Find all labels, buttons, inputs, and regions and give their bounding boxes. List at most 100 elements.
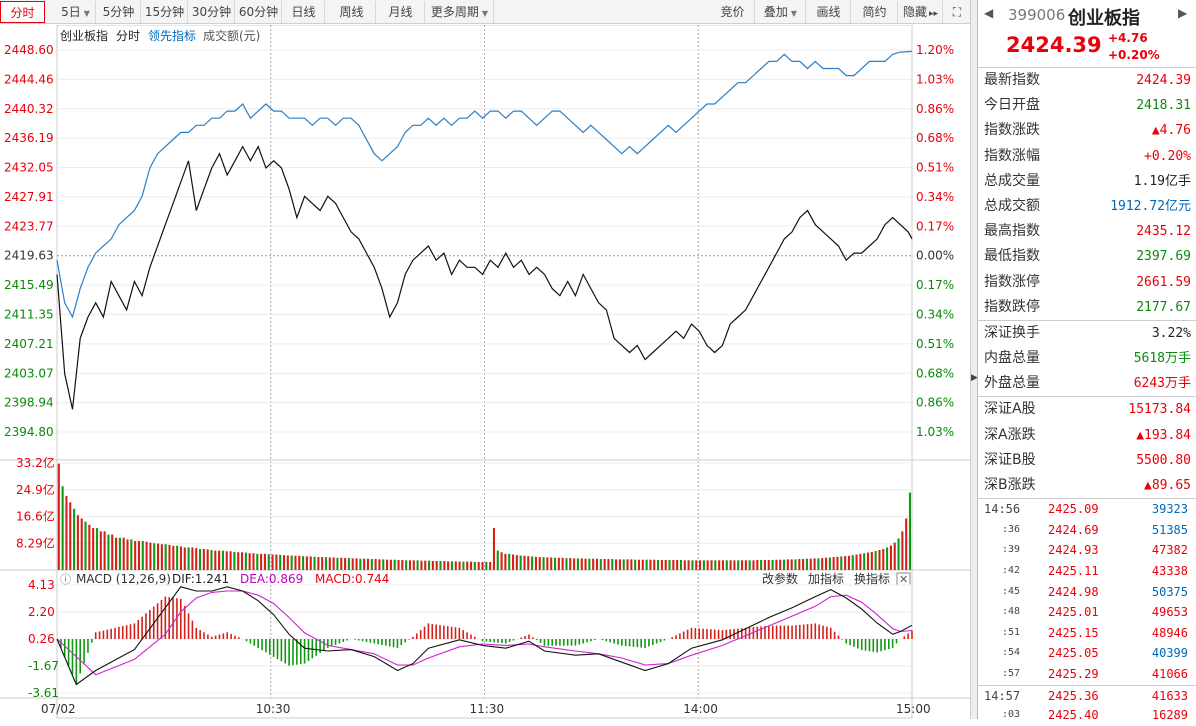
vol-bar <box>210 550 213 570</box>
vol-bar <box>794 559 797 570</box>
vol-bar <box>206 549 209 570</box>
tabs-tab-8[interactable]: 月线 <box>377 1 425 23</box>
vol-bar <box>141 540 144 570</box>
macd-action-0[interactable]: 改参数 <box>762 571 798 586</box>
tabs-tab-6[interactable]: 日线 <box>283 1 325 23</box>
vol-bar <box>821 558 824 570</box>
vol-bar <box>73 508 76 570</box>
time-tick-label: 11:30 <box>470 702 505 716</box>
vol-bar <box>897 538 900 570</box>
vol-bar <box>569 558 572 570</box>
vol-bar <box>260 553 263 570</box>
collapse-arrow-icon[interactable]: ▶ <box>971 373 978 383</box>
vol-bar <box>256 553 259 570</box>
prev-stock-icon[interactable]: ◀ <box>984 6 994 20</box>
right-tab-2[interactable]: 画线 <box>807 1 851 23</box>
time-tick-label: 14:00 <box>683 702 718 716</box>
legend-mode: 分时 <box>116 29 140 43</box>
vol-bar <box>401 560 404 570</box>
vol-bar <box>374 559 377 570</box>
vol-bar <box>557 557 560 570</box>
tabs-tab-7[interactable]: 周线 <box>328 1 376 23</box>
tabs-tab-3[interactable]: 15分钟 <box>142 1 188 23</box>
vol-bar <box>718 560 721 570</box>
vol-bar <box>691 560 694 570</box>
vol-bar <box>653 559 656 570</box>
dropdown-arrow-icon: ▼ <box>790 9 798 18</box>
tick-row: :45 2424.98 50375 <box>978 582 1196 603</box>
tabs-tab-2[interactable]: 5分钟 <box>97 1 141 23</box>
tick-price: 2425.40 <box>1048 708 1099 723</box>
vol-bar <box>233 551 236 570</box>
vol-bar <box>672 560 675 570</box>
expand-icon: ▸▸ <box>928 9 939 19</box>
tick-price: 2424.98 <box>1048 584 1099 599</box>
stat-label: 深证B股 <box>984 451 1036 468</box>
macd-tick-label: -1.67 <box>28 659 59 673</box>
macd-action-1[interactable]: 加指标 <box>808 571 844 586</box>
vol-bar <box>286 555 289 570</box>
index-stats: 最新指数 2424.39 今日开盘 2418.31 指数涨跌 ▲4.76 指数涨幅 +0.20… <box>978 68 1196 320</box>
macd-close-glyph: ✕ <box>899 573 908 586</box>
tick-row: :36 2424.69 51385 <box>978 520 1196 541</box>
vol-bar <box>786 559 789 570</box>
stat-row: 指数涨停 2661.59 <box>978 270 1196 295</box>
stat-label: 深证A股 <box>984 401 1036 418</box>
vol-bar <box>244 552 247 570</box>
panel-splitter[interactable] <box>970 0 977 719</box>
tabs-tab-4[interactable]: 30分钟 <box>189 1 235 23</box>
vol-bar <box>294 555 297 570</box>
tick-list[interactable]: 14:56 2425.09 39323:36 2424.69 51385:39 2424.… <box>978 498 1196 726</box>
vol-bar <box>282 555 286 570</box>
vol-bar <box>802 559 805 570</box>
tabs-tab-9[interactable]: 更多周期 ▼ <box>426 1 494 23</box>
tabs-tab-label: 5日 <box>61 5 81 19</box>
tabs-tab-label: 日线 <box>291 5 316 19</box>
tabs-tab-1[interactable]: 5日 ▼ <box>56 1 96 23</box>
vol-bar <box>229 551 232 570</box>
vol-bar <box>492 528 495 570</box>
vol-bar <box>344 558 347 570</box>
turnover-stats: 深证换手 3.22% 内盘总量 5618万手 外盘总量 6243万手 <box>978 319 1196 397</box>
vol-bar <box>279 554 282 570</box>
price-tick-label: 2411.35 <box>4 307 54 321</box>
vol-bar <box>473 561 476 570</box>
stat-label: 指数涨停 <box>984 273 1040 290</box>
vol-bar <box>813 558 816 570</box>
vol-bar <box>798 559 801 570</box>
last-price: 2424.39 <box>1006 33 1102 57</box>
vol-bar <box>218 550 221 570</box>
right-tab-1[interactable]: 叠加 ▼ <box>756 1 806 23</box>
price-tick-label: 2398.94 <box>4 396 54 410</box>
vol-bar <box>313 556 316 570</box>
macd-action-2[interactable]: 换指标 <box>854 571 890 586</box>
vol-bar <box>595 558 599 570</box>
tick-volume: 43338 <box>1151 563 1188 578</box>
macd-tick-label: -3.61 <box>28 686 59 700</box>
tabs-tab-0[interactable]: 分时 <box>0 1 45 23</box>
macd-help-icon: ⓘ <box>60 573 71 586</box>
fullscreen-icon[interactable]: ⛶ <box>952 5 962 19</box>
stat-row: 今日开盘 2418.31 <box>978 93 1196 118</box>
vol-bar <box>878 550 881 570</box>
macd-value: MACD:0.744 <box>315 572 389 586</box>
vol-bar <box>412 560 415 570</box>
vol-bar <box>347 558 350 570</box>
vol-bar <box>760 560 763 570</box>
macd-title: MACD (12,26,9) <box>76 572 171 586</box>
tick-volume: 48946 <box>1151 625 1188 640</box>
vol-bar <box>393 559 396 570</box>
vol-bar <box>657 560 660 570</box>
next-stock-icon[interactable]: ▶ <box>1178 6 1188 20</box>
vol-bar <box>275 554 278 570</box>
stat-value: 2397.69 <box>1136 249 1191 265</box>
right-tab-3[interactable]: 简约 <box>852 1 898 23</box>
pct-tick-label: 0.17% <box>916 278 954 292</box>
right-tab-0[interactable]: 竞价 <box>711 1 755 23</box>
right-tab-4[interactable]: 隐藏 ▸▸ <box>899 1 943 23</box>
vol-bar <box>111 534 114 570</box>
vol-bar <box>515 555 518 570</box>
macd-dea: DEA:0.869 <box>240 572 303 586</box>
vol-bar <box>840 556 843 570</box>
tabs-tab-5[interactable]: 60分钟 <box>236 1 282 23</box>
